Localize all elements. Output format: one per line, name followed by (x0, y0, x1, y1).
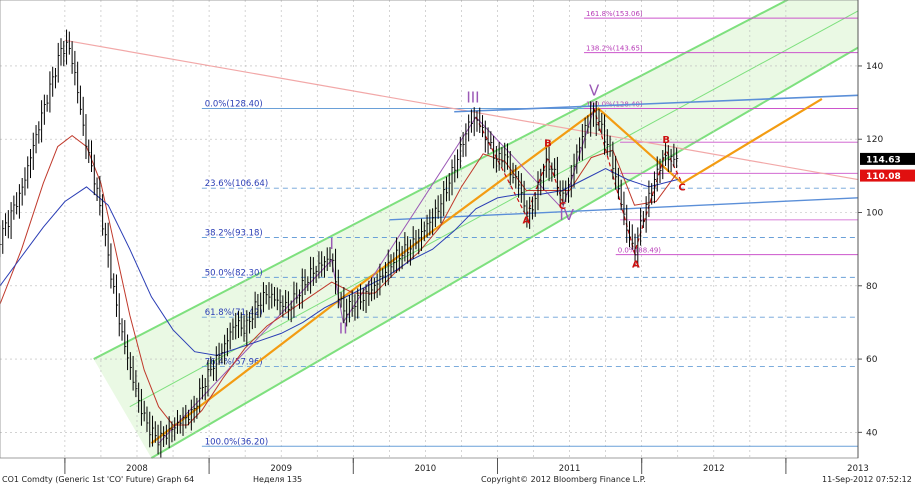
chart-footer: CO1 Comdty (Generic 1st 'CO' Future) Gra… (0, 474, 915, 487)
wave-label: B (544, 139, 552, 150)
fib-level-label: 100.0%(36.20) (205, 437, 268, 447)
wave-label: III (466, 89, 479, 107)
price-badge-bg (860, 169, 915, 182)
x-tick-label: 2008 (126, 464, 148, 474)
fib-level-label: 23.6%(106.64) (205, 179, 268, 189)
y-tick-label: 60 (866, 355, 878, 365)
x-tick-label: 2013 (847, 464, 869, 474)
fib-level-label: 38.2%(93.18) (205, 229, 263, 239)
fibonacci-levels: 0.0%(128.40) 23.6%(106.64) 38.2%(93.18) 50.… (201, 10, 858, 447)
price-badge-label: 110.08 (866, 172, 901, 182)
footer-security: CO1 Comdty (Generic 1st 'CO' Future) Gra… (2, 475, 195, 484)
y-tick-label: 80 (866, 282, 878, 292)
purple-wave-path (158, 108, 595, 444)
wave-label: B (662, 135, 670, 146)
fib-level-label: 76.4%(57.96) (205, 358, 263, 368)
wave-label: C (678, 183, 685, 194)
extension-level-label: 161.8%(153.06) (586, 10, 643, 18)
wave-label: V (589, 81, 600, 99)
wave-label: C (559, 201, 566, 212)
wave-label: IV (559, 206, 574, 224)
orange-projection-path (150, 97, 823, 445)
footer-copyright: Copyright© 2012 Bloomberg Finance L.P. (481, 475, 646, 484)
wave-label: A (632, 259, 640, 270)
wave-label: II (339, 319, 348, 337)
fib-level-label: 50.0%(82.30) (205, 268, 263, 278)
price-badges: 114.63 110.08 (860, 152, 915, 182)
wave-label: I (329, 235, 333, 253)
fib-level-label: 61.8%(71.42) (205, 308, 263, 318)
x-tick-label: 2009 (270, 464, 292, 474)
x-tick-label: 2010 (415, 464, 437, 474)
green-channel (93, 0, 859, 459)
price-series (0, 29, 679, 458)
channel-mid-line (129, 10, 859, 408)
extension-level-label: 0.0%(88.49) (618, 247, 662, 255)
fib-level-label: 0.0%(128.40) (205, 99, 263, 109)
x-tick-label: 2011 (559, 464, 581, 474)
x-tick-label: 2012 (703, 464, 725, 474)
grid-lines (0, 0, 858, 458)
y-tick-label: 120 (866, 135, 883, 145)
channel-upper-line (93, 0, 790, 360)
y-tick-label: 100 (866, 209, 883, 219)
extension-level-label: 138.2%(143.65) (586, 45, 643, 53)
red-corrective-path (475, 116, 563, 218)
moving-average-long (0, 167, 678, 356)
price-badge-bg (860, 152, 915, 165)
footer-timestamp: 11-Sep-2012 07:52:12 (822, 475, 912, 484)
y-tick-label: 40 (866, 428, 878, 438)
wave-label: A (522, 216, 530, 227)
price-badge-label: 114.63 (866, 155, 901, 165)
blue-top-line (454, 94, 859, 113)
axes: 40 60 80 100 120 140 2008 2009 2010 2011 2012 2013 (0, 0, 883, 474)
footer-period: Неделя 135 (253, 475, 303, 484)
channel-lower-line (150, 46, 859, 459)
y-tick-label: 140 (866, 62, 883, 72)
